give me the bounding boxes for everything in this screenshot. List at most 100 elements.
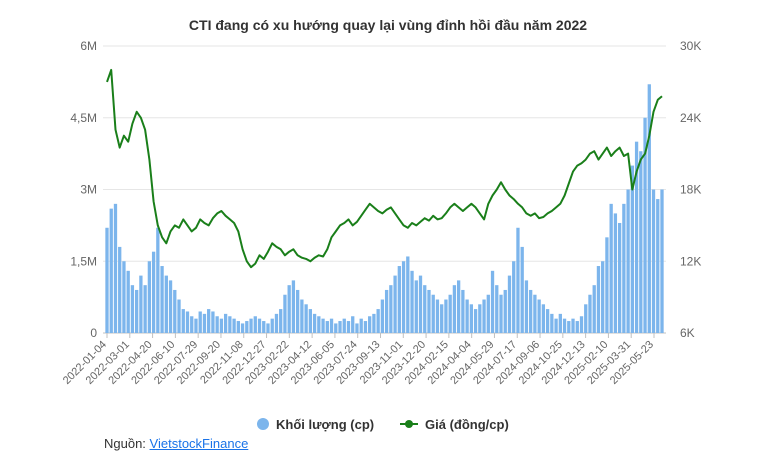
y-axis-right: 6K 12K 18K 24K 30K xyxy=(680,39,701,340)
volume-bar xyxy=(211,311,215,333)
volume-bar xyxy=(613,213,618,333)
volume-bar xyxy=(232,318,236,333)
volume-bar xyxy=(410,270,414,333)
volume-bar xyxy=(300,299,304,333)
volume-bar xyxy=(351,316,355,333)
volume-bar xyxy=(240,323,245,333)
volume-bar xyxy=(503,289,507,333)
volume-bar xyxy=(427,289,431,333)
volume-bar xyxy=(130,285,135,333)
volume-bar xyxy=(368,316,372,333)
volume-bar xyxy=(639,151,643,333)
volume-bar xyxy=(376,309,380,333)
volume-bar xyxy=(156,227,160,333)
volume-bar xyxy=(202,313,207,333)
volume-bar xyxy=(647,84,651,334)
volume-bar xyxy=(524,280,529,333)
volume-bar xyxy=(393,275,397,333)
volume-bar xyxy=(389,285,393,333)
volume-bar xyxy=(253,316,257,333)
volume-bar xyxy=(512,261,516,333)
volume-bar xyxy=(317,316,321,333)
price-series-line xyxy=(106,68,663,269)
volume-bar xyxy=(113,203,118,333)
volume-bar xyxy=(401,261,406,333)
y-left-tick-label: 3M xyxy=(80,183,97,197)
volume-bar xyxy=(198,311,202,333)
volume-bar xyxy=(262,321,266,333)
volume-bar xyxy=(575,321,579,333)
volume-bar xyxy=(596,266,601,333)
volume-bar xyxy=(554,318,558,333)
volume-bar xyxy=(448,294,452,333)
y-right-tick-label: 24K xyxy=(680,111,701,125)
volume-bar xyxy=(139,275,143,333)
volume-bar xyxy=(321,318,325,333)
volume-bar xyxy=(435,299,440,333)
volume-bar xyxy=(461,289,465,333)
y-left-tick-label: 1,5M xyxy=(70,254,97,268)
volume-bar xyxy=(304,304,308,333)
volume-bar xyxy=(118,246,122,333)
volume-bar xyxy=(228,316,232,333)
source-label: Nguồn: xyxy=(104,436,150,451)
volume-bar xyxy=(151,251,156,333)
volume-bar xyxy=(215,316,219,333)
volume-bar xyxy=(571,318,575,333)
source-link[interactable]: VietstockFinance xyxy=(149,436,249,451)
volume-bar xyxy=(384,289,389,333)
volume-bar xyxy=(545,309,550,333)
volume-bar xyxy=(656,199,660,333)
volume-bar xyxy=(634,141,639,333)
volume-bar xyxy=(359,318,363,333)
volume-bar xyxy=(397,266,401,333)
legend-volume-label: Khối lượng (cp) xyxy=(276,417,374,432)
volume-bar xyxy=(440,304,444,333)
legend-volume-marker xyxy=(257,418,269,430)
volume-bar xyxy=(490,270,495,333)
volume-bar xyxy=(651,189,656,333)
volume-bar xyxy=(355,323,359,333)
volume-bar xyxy=(617,222,622,333)
volume-bar xyxy=(291,280,296,333)
volume-bar xyxy=(423,285,427,333)
volume-bar xyxy=(469,304,474,333)
volume-bar xyxy=(550,313,554,333)
volume-bar xyxy=(473,309,478,333)
y-left-tick-label: 6M xyxy=(80,39,97,53)
legend-item-volume[interactable]: Khối lượng (cp) xyxy=(257,417,374,432)
volume-bar xyxy=(609,203,613,333)
volume-bar xyxy=(346,321,351,333)
volume-bar xyxy=(418,275,423,333)
volume-bar xyxy=(109,208,113,333)
volume-bar xyxy=(414,280,418,333)
volume-bar xyxy=(558,313,562,333)
volume-bar xyxy=(482,299,486,333)
volume-bars xyxy=(105,84,664,334)
volume-bar xyxy=(329,318,334,333)
volume-bar xyxy=(541,304,546,333)
volume-bar xyxy=(122,261,126,333)
volume-bar xyxy=(190,316,194,333)
volume-bar xyxy=(270,318,274,333)
volume-bar xyxy=(363,321,368,333)
y-axis-left: 0 1,5M 3M 4,5M 6M xyxy=(70,39,97,340)
volume-bar xyxy=(567,321,571,333)
volume-bar xyxy=(295,289,300,333)
volume-bar xyxy=(584,304,588,333)
volume-bar xyxy=(325,321,329,333)
volume-bar xyxy=(279,309,283,333)
volume-bar xyxy=(266,323,270,333)
volume-bar xyxy=(173,289,177,333)
volume-bar xyxy=(533,294,537,333)
volume-bar xyxy=(219,318,224,333)
volume-bar xyxy=(486,294,490,333)
volume-bar xyxy=(223,313,228,333)
legend-price-label: Giá (đồng/cp) xyxy=(425,417,509,432)
volume-bar xyxy=(465,299,469,333)
legend-item-price[interactable]: Giá (đồng/cp) xyxy=(400,417,509,432)
volume-bar xyxy=(601,261,605,333)
legend[interactable]: Khối lượng (cp) Giá (đồng/cp) xyxy=(257,417,509,432)
grid xyxy=(103,45,666,334)
